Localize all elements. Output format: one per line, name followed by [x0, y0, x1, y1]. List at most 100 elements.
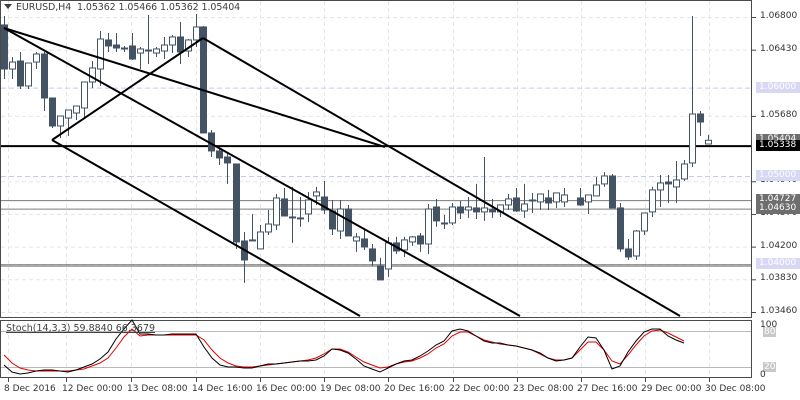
price-tag-gray: 1.04727	[756, 194, 800, 206]
time-label: 30 Dec 08:00	[705, 384, 766, 394]
candle-bullish	[705, 139, 712, 145]
ohlc-values: 1.05362 1.05466 1.05362 1.05404	[77, 2, 241, 13]
candle-bullish	[681, 163, 688, 180]
candle-bullish	[57, 115, 64, 127]
candle-bullish	[585, 194, 592, 203]
time-label: 20 Dec 16:00	[384, 384, 445, 394]
candle-bearish	[545, 197, 552, 204]
candle-bullish	[65, 109, 72, 119]
candle-bullish	[689, 113, 696, 164]
price-label: 1.04200	[760, 240, 798, 251]
candle-bullish	[73, 105, 80, 114]
candle-bearish	[177, 36, 184, 53]
price-tag-level: 1.04000	[756, 258, 800, 270]
candle-bearish	[361, 238, 368, 248]
candle-bullish	[673, 179, 680, 188]
candle-bullish	[137, 48, 144, 54]
candle-bearish	[513, 197, 520, 212]
candle-bullish	[593, 184, 600, 197]
trendline[interactable]	[3, 27, 521, 317]
candle-bearish	[441, 222, 448, 225]
time-label: 8 Dec 2016	[4, 384, 56, 394]
price-tag-gray: 1.04630	[756, 202, 800, 214]
dropdown-triangle-icon[interactable]	[4, 4, 12, 9]
candle-bullish	[9, 61, 16, 70]
time-label: 23 Dec 08:00	[513, 384, 574, 394]
price-label: 1.06800	[760, 11, 798, 21]
time-label: 22 Dec 00:00	[449, 384, 510, 394]
candle-bearish	[200, 26, 207, 134]
stoch-level-label: 80	[763, 327, 777, 337]
candle-bearish	[281, 198, 288, 217]
trendline[interactable]	[202, 37, 681, 317]
symbol-label: EURUSD,H4	[16, 2, 72, 13]
candle-bearish	[145, 49, 152, 52]
candle-bearish	[224, 156, 231, 164]
time-label: 27 Dec 16:00	[577, 384, 638, 394]
time-label: 13 Dec 08:00	[127, 384, 188, 394]
time-label: 16 Dec 00:00	[256, 384, 317, 394]
candle-bearish	[377, 265, 384, 281]
price-tag-level: 1.06000	[756, 81, 800, 93]
candle-bullish	[313, 191, 320, 197]
candle-bullish	[265, 223, 272, 233]
trendline[interactable]	[51, 37, 204, 141]
candle-bullish	[81, 81, 88, 109]
candle-bullish	[481, 207, 488, 213]
candle-bearish	[321, 196, 328, 211]
candle-bearish	[105, 39, 112, 47]
candle-bearish	[41, 53, 48, 99]
candle-bullish	[553, 192, 560, 203]
stoch-level-label: 0	[760, 370, 766, 380]
candle-bearish	[1, 24, 8, 70]
price-label: 1.06430	[760, 43, 798, 54]
candle-bullish	[649, 189, 656, 213]
price-label: 1.03830	[760, 273, 798, 284]
candle-bullish	[193, 26, 200, 41]
candle-bearish	[233, 163, 240, 243]
price-label: 1.03460	[760, 305, 798, 316]
candle-bullish	[297, 217, 304, 220]
stochastic-label: Stoch(14,3,3) 59.8840 66.3679	[6, 323, 156, 334]
time-label: 29 Dec 00:00	[641, 384, 702, 394]
stoch-main-line	[3, 319, 685, 375]
candle-bearish	[609, 175, 616, 209]
candle-bullish	[153, 48, 160, 54]
candle-bullish	[25, 62, 32, 87]
candle-bearish	[489, 209, 496, 213]
candle-bullish	[121, 47, 128, 50]
candle-bearish	[113, 44, 120, 49]
candle-bullish	[633, 230, 640, 257]
candle-bearish	[417, 235, 424, 245]
candle-bullish	[97, 38, 104, 70]
candle-bearish	[697, 113, 704, 123]
chart-title: EURUSD,H4 1.05362 1.05466 1.05362 1.0540…	[4, 2, 240, 13]
time-label: 12 Dec 00:00	[62, 384, 123, 394]
candle-bullish	[169, 36, 176, 46]
trendline[interactable]	[51, 139, 361, 317]
candle-bearish	[216, 150, 223, 159]
candle-bearish	[457, 206, 464, 214]
price-label: 1.05680	[760, 109, 798, 120]
candle-bullish	[505, 198, 512, 206]
stoch-level-label: 20	[763, 362, 777, 372]
time-label: 19 Dec 08:00	[320, 384, 381, 394]
price-tag-gray: 1.05404	[756, 134, 800, 146]
candle-bullish	[657, 182, 664, 191]
candle-bullish	[337, 208, 344, 232]
candle-bullish	[305, 199, 312, 215]
price-tag-current: 1.05338	[756, 140, 800, 152]
candle-bullish	[601, 175, 608, 185]
candle-bearish	[529, 199, 536, 202]
trendline[interactable]	[3, 27, 386, 148]
candle-bullish	[353, 236, 360, 242]
time-label: 14 Dec 16:00	[192, 384, 253, 394]
candle-bullish	[249, 239, 256, 242]
candle-bullish	[465, 206, 472, 211]
candle-bullish	[289, 216, 296, 219]
candle-bearish	[577, 197, 584, 206]
stoch-level-label: 100	[760, 320, 778, 330]
candle-bullish	[449, 206, 456, 224]
candle-bearish	[433, 206, 440, 222]
